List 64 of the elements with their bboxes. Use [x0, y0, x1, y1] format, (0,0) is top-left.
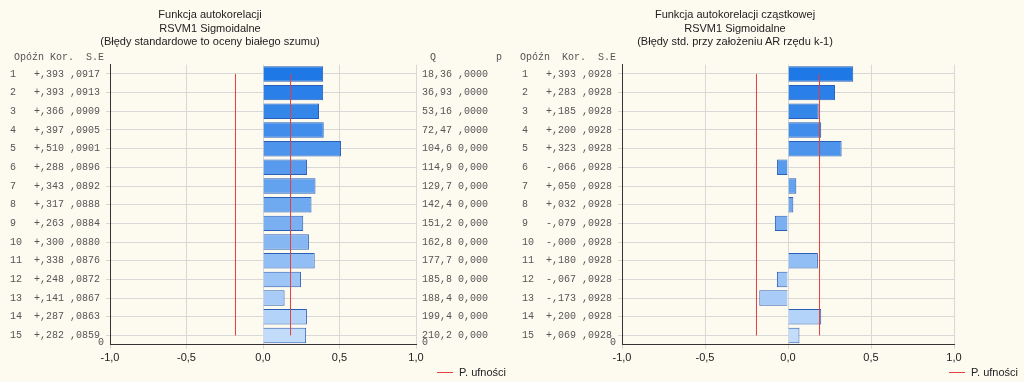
chart-subtitle: RSVM1 Sigmoidalne (Błędy std. przy założeniu AR rzędu k-1)	[637, 21, 833, 48]
y-axis-title: Opóźn Kor. S.E	[520, 52, 617, 64]
y-tick-label: 8 +,032 ,0928	[522, 199, 613, 211]
text: 185,8 0,000	[422, 274, 489, 286]
x-tick-label: 1,0	[408, 351, 424, 364]
y-tick-label: 13 -,173 ,0928	[522, 292, 613, 304]
x-tick-label: -0,5	[177, 351, 196, 364]
text: 142,4 0,000	[422, 199, 489, 211]
y-tick-label: 6 -,066 ,0928	[522, 161, 613, 173]
y-tick-label: 10 -,000 ,0928	[522, 236, 613, 248]
x-tick-label: -1,0	[612, 351, 632, 364]
y-tick-label: 9 +,263 ,0884	[10, 218, 101, 230]
y-tick-label: 2 +,283 ,0928	[522, 87, 613, 99]
chart-title: Funkcja autokorelacji	[158, 7, 262, 20]
text: 104,6 0,000	[422, 143, 489, 155]
y-tick-label: 11 +,180 ,0928	[522, 255, 613, 267]
y-tick-label: 4 +,200 ,0928	[522, 124, 613, 136]
x-tick-label: 1,0	[946, 351, 962, 364]
text: 0	[98, 337, 105, 349]
y-tick-label: 12 +,248 ,0872	[10, 274, 101, 286]
y-tick-label: 3 +,185 ,0928	[522, 105, 613, 117]
y2-axis-title: Q p	[430, 52, 503, 64]
text: 129,7 0,000	[422, 180, 489, 192]
x-tick-label: -0,5	[695, 351, 715, 364]
text: 18,36 ,0000	[422, 68, 489, 80]
text: 114,9 0,000	[422, 161, 489, 173]
text: 151,2 0,000	[422, 218, 489, 230]
chart-title: Funkcja autokorelacji cząstkowej	[654, 7, 816, 20]
y-tick-label: 2 +,393 ,0913	[10, 87, 101, 99]
y-tick-label: 5 +,323 ,0928	[522, 143, 613, 155]
y-tick-label: 6 +,288 ,0896	[10, 161, 101, 173]
y-tick-label: 10 +,300 ,0880	[10, 236, 101, 248]
y-tick-label: 5 +,510 ,0901	[10, 143, 101, 155]
x-tick-label: -1,0	[100, 351, 120, 364]
y-tick-label: 1 +,393 ,0928	[522, 68, 613, 80]
y-tick-label: 11 +,338 ,0876	[10, 255, 101, 267]
y-tick-label: 7 +,050 ,0928	[522, 180, 613, 192]
y-tick-label: 4 +,397 ,0905	[10, 124, 101, 136]
y-tick-label: 14 +,287 ,0863	[10, 311, 101, 323]
y-tick-label: 3 +,366 ,0909	[10, 105, 101, 117]
x-tick-label: 0,5	[863, 351, 879, 364]
text: 162,8 0,000	[422, 236, 489, 248]
y-tick-label: 14 +,200 ,0928	[522, 311, 613, 323]
y-tick-label: 13 +,141 ,0867	[10, 292, 101, 304]
y-tick-label: 8 +,317 ,0888	[10, 199, 101, 211]
legend-label: P. ufności	[459, 366, 506, 378]
y-tick-label: 9 -,079 ,0928	[522, 218, 613, 230]
text: 199,4 0,000	[422, 311, 489, 323]
y-tick-label: 7 +,343 ,0892	[10, 180, 101, 192]
x-tick-label: 0,5	[331, 351, 348, 364]
text: 72,47 ,0000	[422, 124, 489, 136]
chart-subtitle: RSVM1 Sigmoidalne (Błędy standardowe to oceny białego szumu)	[100, 21, 320, 48]
legend-label: P. ufności	[971, 366, 1018, 378]
text: 53,16 ,0000	[422, 105, 489, 117]
text: 36,93 ,0000	[422, 87, 489, 99]
text: 0	[422, 337, 429, 349]
x-tick-label: 0,0	[255, 351, 271, 364]
y-axis-title: Opóźn Kor. S.E	[14, 52, 105, 64]
text: 177,7 0,000	[422, 255, 489, 267]
y-tick-label: 12 -,067 ,0928	[522, 274, 613, 286]
text: 188,4 0,000	[422, 292, 489, 304]
x-tick-label: 0,0	[780, 351, 796, 364]
y-tick-label: 1 +,393 ,0917	[10, 68, 101, 80]
text: 0	[610, 337, 617, 349]
